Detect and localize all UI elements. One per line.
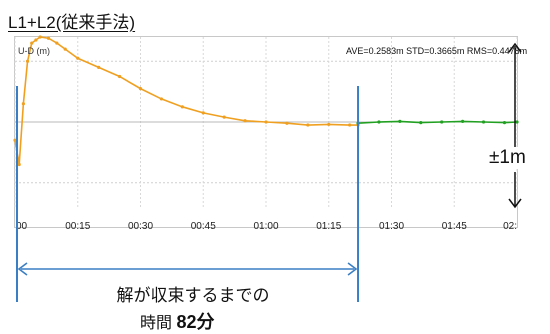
series-0-point-13 bbox=[138, 87, 143, 91]
time-prefix: 時間 bbox=[140, 315, 173, 332]
series-0-point-22 bbox=[327, 122, 331, 127]
series-1-point-2 bbox=[398, 119, 402, 123]
range-arrow-up-head bbox=[508, 42, 522, 53]
stats-readout: AVE=0.2583m STD=0.3665m RMS=0.4478m bbox=[346, 46, 528, 56]
x-tick-label-1: 00:15 bbox=[65, 221, 90, 232]
series-1-point-8 bbox=[515, 120, 519, 124]
series-0-point-18 bbox=[243, 119, 247, 123]
x-tick-label-0: 00 bbox=[16, 221, 28, 232]
x-tick-label-4: 01:00 bbox=[253, 221, 278, 232]
series-0-point-6 bbox=[38, 35, 42, 39]
series-1-point-5 bbox=[461, 119, 465, 123]
series-0-point-5 bbox=[34, 38, 38, 42]
series-0-point-3 bbox=[25, 59, 30, 63]
series-0-point-21 bbox=[306, 123, 310, 127]
series-0-point-4 bbox=[30, 41, 34, 45]
series-0-point-17 bbox=[222, 115, 226, 119]
span-arrow-right-head bbox=[347, 262, 358, 276]
x-tick-label-8: 02: bbox=[503, 221, 517, 232]
y-axis-label: U-D (m) bbox=[18, 46, 50, 56]
series-1-point-1 bbox=[377, 120, 381, 124]
x-tick-label-2: 00:30 bbox=[128, 221, 153, 232]
x-tick-label-3: 00:45 bbox=[191, 221, 216, 232]
series-0-point-16 bbox=[201, 111, 205, 115]
convergence-time: 時間 82分 bbox=[140, 308, 215, 334]
span-arrow-left-head bbox=[17, 262, 28, 276]
convergence-caption: 解が収束するまでの bbox=[116, 286, 270, 305]
series-0-point-7 bbox=[46, 36, 51, 40]
series-1-point-7 bbox=[502, 121, 507, 125]
series-0-point-12 bbox=[117, 74, 122, 79]
series-0-point-11 bbox=[97, 65, 101, 69]
series-0-point-2 bbox=[21, 102, 25, 106]
range-label: ±1m bbox=[489, 147, 526, 169]
series-0-point-14 bbox=[159, 97, 164, 101]
series-0-point-19 bbox=[264, 120, 268, 124]
x-tick-label-7: 01:45 bbox=[442, 221, 467, 232]
series-1-point-6 bbox=[481, 120, 486, 124]
series-line-0 bbox=[14, 36, 359, 165]
series-0-point-20 bbox=[285, 121, 289, 125]
time-value: 82分 bbox=[176, 312, 215, 332]
series-line-1 bbox=[357, 120, 518, 125]
series-0-point-23 bbox=[348, 123, 352, 127]
series-1-point-3 bbox=[419, 121, 423, 125]
series-1-point-4 bbox=[440, 120, 444, 124]
chart-title: L1+L2(従来手法) bbox=[8, 13, 136, 32]
series-0-point-10 bbox=[76, 56, 80, 60]
range-arrow-down-head bbox=[508, 198, 522, 209]
series-0-point-8 bbox=[55, 41, 59, 45]
series-0-point-15 bbox=[180, 105, 184, 109]
series-0-point-0 bbox=[13, 138, 17, 142]
series-0-point-1 bbox=[17, 162, 21, 167]
series-0-point-9 bbox=[63, 47, 67, 51]
x-tick-label-5: 01:15 bbox=[316, 221, 341, 232]
x-tick-label-6: 01:30 bbox=[379, 221, 404, 232]
